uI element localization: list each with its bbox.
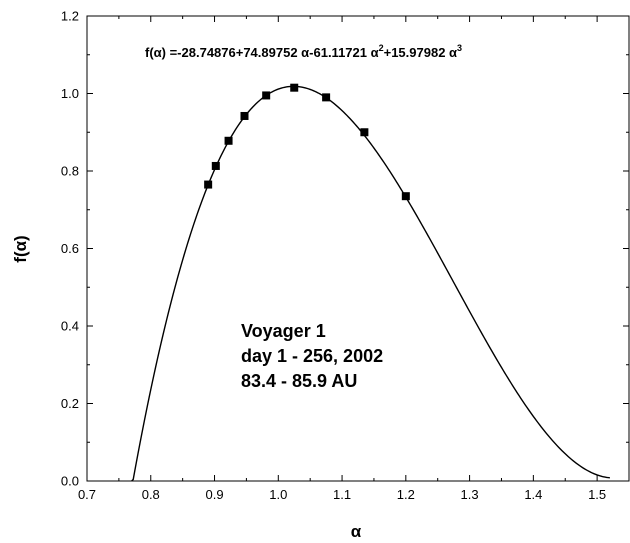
- fit-curve: [131, 85, 610, 482]
- y-tick-label: 0.0: [61, 474, 79, 489]
- x-tick-labels: 0.7 0.8 0.9 1.0 1.1 1.2 1.3 1.4 1.5: [78, 487, 606, 502]
- ticks: [86, 15, 629, 482]
- x-tick-label: 0.8: [142, 487, 160, 502]
- x-tick-label: 0.9: [205, 487, 223, 502]
- data-point: [290, 83, 299, 92]
- x-tick-label: 1.3: [461, 487, 479, 502]
- y-axis-label: f(α): [11, 235, 30, 262]
- data-point: [360, 128, 369, 137]
- data-point: [322, 93, 331, 102]
- equation-exponent-3: 3: [457, 43, 462, 53]
- data-point: [211, 161, 220, 170]
- y-tick-label: 0.6: [61, 241, 79, 256]
- equation-part-1: f(α) =-28.74876+74.89752 α-61.11721 α: [145, 45, 379, 60]
- x-tick-label: 1.5: [588, 487, 606, 502]
- x-tick-label: 1.2: [397, 487, 415, 502]
- y-tick-labels: 0.0 0.2 0.4 0.6 0.8 1.0 1.2: [61, 9, 79, 489]
- data-point: [204, 180, 213, 189]
- y-tick-label: 0.8: [61, 164, 79, 179]
- data-point: [224, 136, 233, 145]
- equation-exponent-2: 2: [379, 43, 384, 53]
- plot-frame: [86, 15, 630, 482]
- y-tick-label: 0.4: [61, 319, 79, 334]
- x-tick-label: 1.1: [333, 487, 351, 502]
- data-point: [401, 192, 410, 201]
- x-tick-label: 1.0: [269, 487, 287, 502]
- data-point: [262, 91, 271, 100]
- info-line-1: Voyager 1: [241, 321, 326, 341]
- info-line-3: 83.4 - 85.9 AU: [241, 371, 357, 391]
- x-axis-label: α: [351, 522, 362, 541]
- equation-annotation: f(α) =-28.74876+74.89752 α-61.11721 α2+1…: [145, 43, 462, 60]
- x-tick-label: 1.4: [524, 487, 542, 502]
- y-tick-label: 1.0: [61, 86, 79, 101]
- y-tick-label: 1.2: [61, 9, 79, 24]
- y-tick-label: 0.2: [61, 396, 79, 411]
- data-point: [240, 111, 249, 120]
- x-tick-label: 0.7: [78, 487, 96, 502]
- data-markers: [204, 83, 410, 201]
- equation-part-2: +15.97982 α: [384, 45, 457, 60]
- info-line-2: day 1 - 256, 2002: [241, 346, 383, 366]
